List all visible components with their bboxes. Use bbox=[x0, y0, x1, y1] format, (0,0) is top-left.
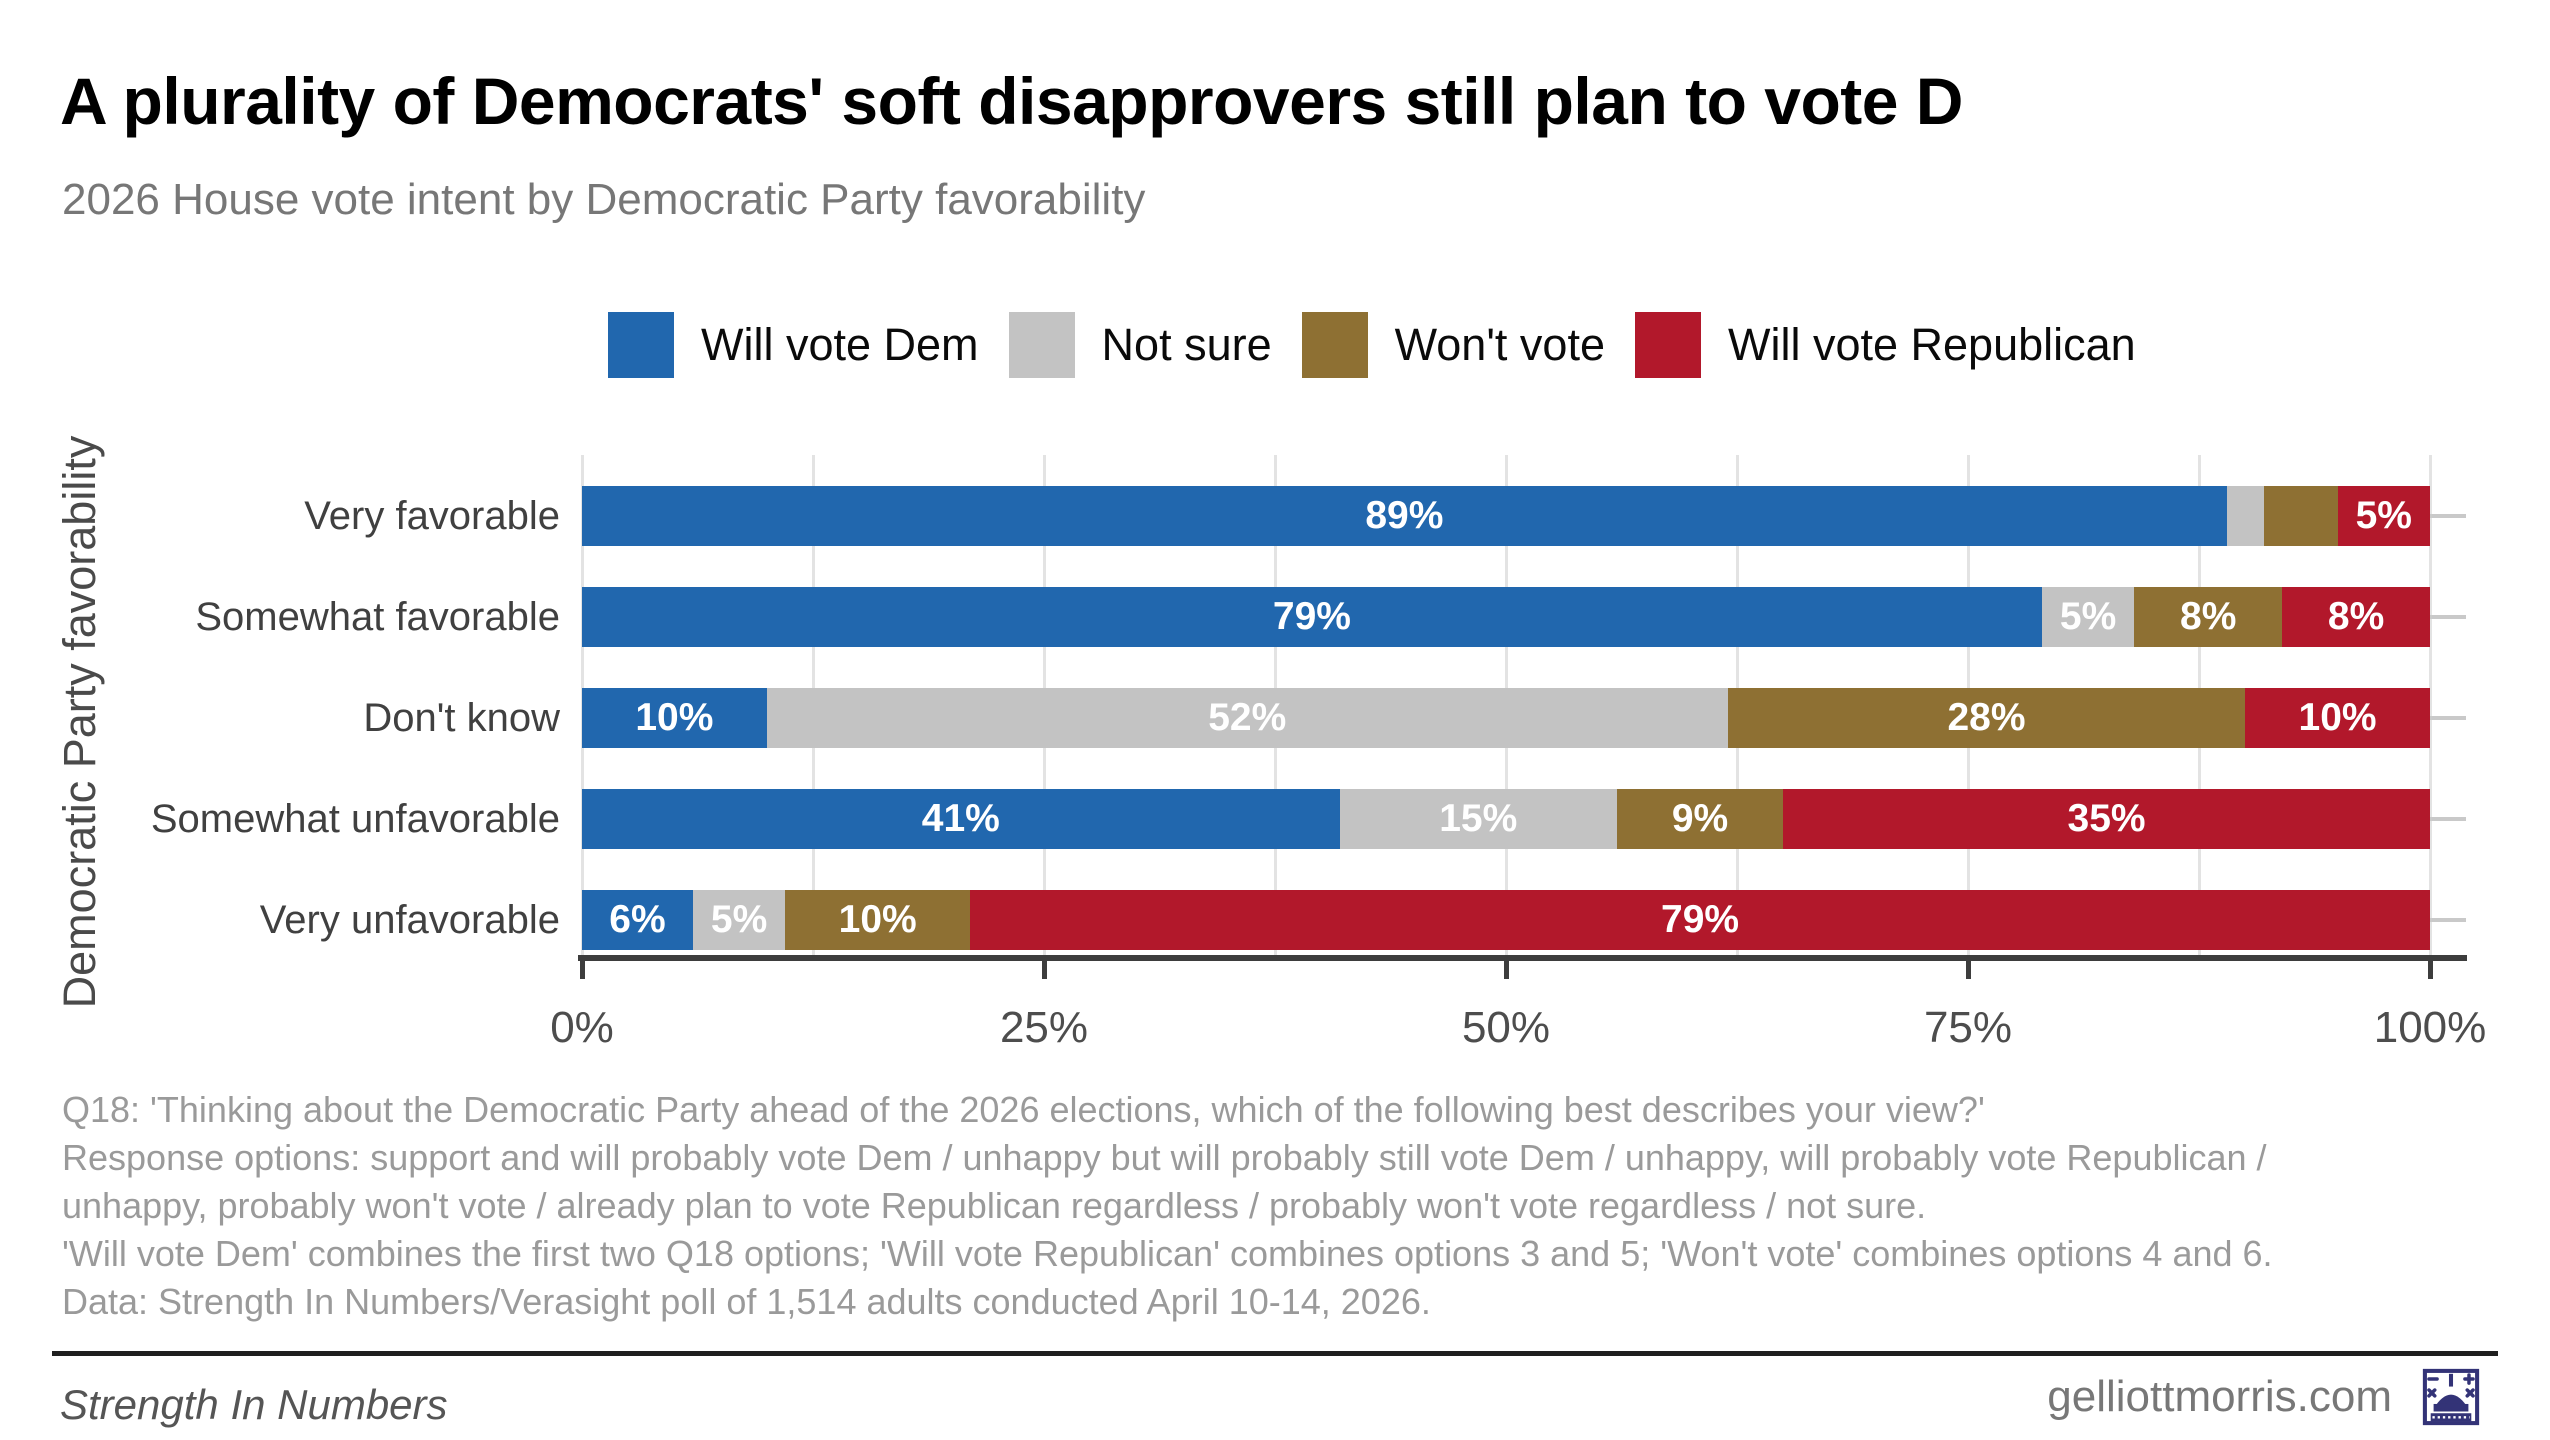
caption-line: unhappy, probably won't vote / already p… bbox=[62, 1185, 1927, 1226]
bar-value-label: 15% bbox=[1439, 797, 1518, 840]
footer-brand: Strength In Numbers bbox=[60, 1381, 448, 1428]
x-axis-tick bbox=[1965, 961, 1971, 979]
legend-label: Will vote Republican bbox=[1728, 318, 2136, 370]
category-tick bbox=[2430, 514, 2466, 518]
x-axis-line bbox=[578, 955, 2467, 961]
bar-segment-will-vote-dem: 10% bbox=[582, 688, 767, 748]
bar-segment-will-vote-dem: 79% bbox=[582, 587, 2042, 647]
legend-swatch-will-vote-republican-icon bbox=[1635, 311, 1701, 378]
x-axis-tick bbox=[2427, 961, 2433, 979]
bar-value-label: 41% bbox=[921, 797, 1000, 840]
x-tick-label: 25% bbox=[999, 1003, 1089, 1052]
bar-value-label: 79% bbox=[1661, 898, 1740, 941]
x-axis-tick bbox=[1041, 961, 1047, 979]
y-axis-title: Democratic Party favorability bbox=[54, 435, 105, 1009]
legend-label: Won't vote bbox=[1394, 318, 1605, 370]
caption-line: 'Will vote Dem' combines the first two Q… bbox=[62, 1233, 2273, 1274]
category-tick bbox=[2430, 615, 2466, 619]
footer-divider bbox=[52, 1351, 2498, 1356]
bar-segment-will-vote-dem: 6% bbox=[582, 890, 693, 950]
bar-value-label: 89% bbox=[1365, 494, 1444, 537]
gridline bbox=[2428, 455, 2432, 958]
legend-entry-will-vote-dem: Will vote Dem bbox=[608, 311, 979, 378]
caption: Q18: 'Thinking about the Democratic Part… bbox=[62, 1086, 2273, 1326]
chart-subtitle: 2026 House vote intent by Democratic Par… bbox=[62, 175, 1146, 224]
footer-right: gelliottmorris.com bbox=[2047, 1368, 2480, 1426]
bar-value-label: 5% bbox=[710, 898, 768, 941]
bar-segment-won-t-vote: 28% bbox=[1727, 688, 2246, 748]
legend-label: Will vote Dem bbox=[701, 318, 979, 370]
bar-segment-won-t-vote: 9% bbox=[1616, 789, 1784, 849]
bar-segment-will-vote-republican: 8% bbox=[2282, 587, 2430, 647]
bar-segment-not-sure: 15% bbox=[1339, 789, 1617, 849]
x-axis-tick bbox=[579, 961, 585, 979]
legend-entry-will-vote-republican: Will vote Republican bbox=[1635, 311, 2136, 378]
bar-segment-will-vote-republican: 35% bbox=[1783, 789, 2430, 849]
legend-swatch-wont-vote-icon bbox=[1301, 311, 1368, 378]
bar-value-label: 10% bbox=[635, 696, 714, 739]
bar-segment-won-t-vote bbox=[2263, 486, 2338, 546]
bar-value-label: 52% bbox=[1208, 696, 1287, 739]
bar-value-label: 5% bbox=[2059, 595, 2117, 638]
legend-swatch-not-sure-icon bbox=[1008, 311, 1075, 378]
x-tick-label: 100% bbox=[2373, 1003, 2487, 1052]
bar-segment-won-t-vote: 10% bbox=[785, 890, 971, 950]
bar-segment-not-sure bbox=[2226, 486, 2264, 546]
bar-value-label: 9% bbox=[1671, 797, 1729, 840]
bar-segment-not-sure: 5% bbox=[692, 890, 786, 950]
caption-line: Response options: support and will proba… bbox=[62, 1137, 2267, 1178]
category-tick bbox=[2430, 817, 2466, 821]
legend-entry-not-sure: Not sure bbox=[1008, 311, 1272, 378]
x-tick-label: 75% bbox=[1923, 1003, 2013, 1052]
category-label: Somewhat unfavorable bbox=[150, 796, 560, 841]
bar-segment-not-sure: 52% bbox=[766, 688, 1728, 748]
bar-segment-will-vote-republican: 5% bbox=[2337, 486, 2430, 546]
bar-value-label: 10% bbox=[2298, 696, 2377, 739]
bar-segment-will-vote-republican: 10% bbox=[2245, 688, 2430, 748]
chart-title: A plurality of Democrats' soft disapprov… bbox=[60, 64, 1963, 138]
bar-value-label: 28% bbox=[1947, 696, 2026, 739]
footer-site-url: gelliottmorris.com bbox=[2047, 1372, 2392, 1421]
capitol-logo-icon bbox=[2422, 1368, 2480, 1426]
bar-value-label: 5% bbox=[2355, 494, 2412, 537]
bar-value-label: 6% bbox=[609, 898, 666, 941]
legend: Will vote Dem Not sure Won't vote Will v… bbox=[608, 311, 2136, 378]
bar-segment-will-vote-republican: 79% bbox=[970, 890, 2430, 950]
caption-line: Data: Strength In Numbers/Verasight poll… bbox=[62, 1281, 1431, 1322]
category-tick bbox=[2430, 918, 2466, 922]
category-label: Somewhat favorable bbox=[195, 594, 560, 639]
bar-value-label: 8% bbox=[2180, 595, 2237, 638]
legend-label: Not sure bbox=[1101, 318, 1272, 370]
bar-value-label: 79% bbox=[1272, 595, 1351, 638]
x-tick-label: 50% bbox=[1461, 1003, 1551, 1052]
bar-segment-won-t-vote: 8% bbox=[2134, 587, 2283, 647]
caption-line: Q18: 'Thinking about the Democratic Part… bbox=[62, 1089, 1985, 1130]
category-label: Don't know bbox=[363, 695, 560, 740]
bar-value-label: 35% bbox=[2067, 797, 2146, 840]
bar-segment-not-sure: 5% bbox=[2041, 587, 2135, 647]
category-label: Very favorable bbox=[304, 493, 560, 538]
bar-value-label: 8% bbox=[2327, 595, 2385, 638]
bar-value-label: 10% bbox=[838, 898, 917, 941]
x-tick-label: 0% bbox=[550, 1003, 614, 1052]
x-axis-tick bbox=[1503, 961, 1509, 979]
category-label: Very unfavorable bbox=[259, 897, 560, 942]
bar-segment-will-vote-dem: 41% bbox=[582, 789, 1340, 849]
bar-segment-will-vote-dem: 89% bbox=[582, 486, 2227, 546]
legend-swatch-will-vote-dem-icon bbox=[608, 311, 674, 378]
legend-entry-wont-vote: Won't vote bbox=[1301, 311, 1605, 378]
category-tick bbox=[2430, 716, 2466, 720]
